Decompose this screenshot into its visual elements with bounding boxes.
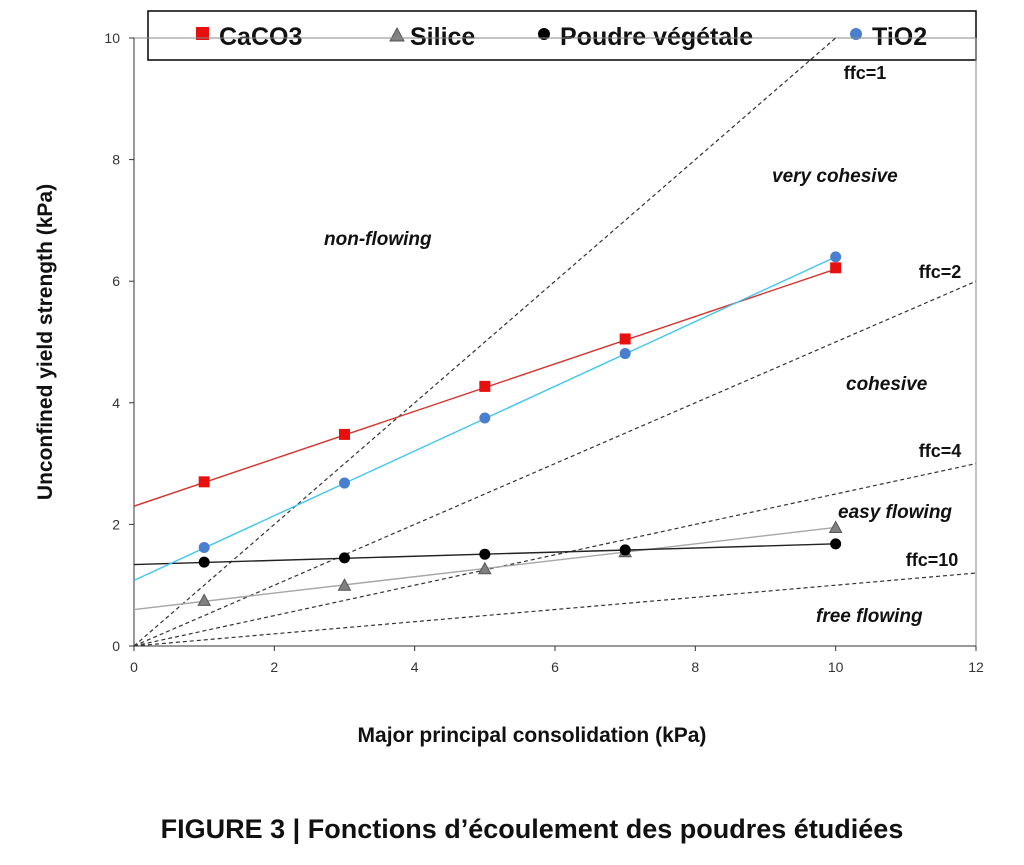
data-point-poudre-vegetale — [830, 538, 842, 550]
legend-marker-caco3 — [196, 27, 209, 40]
y-tick-label: 8 — [112, 152, 120, 168]
data-point-tio2 — [830, 251, 842, 263]
data-point-tio2 — [198, 542, 210, 554]
data-point-silice — [477, 561, 492, 575]
x-tick-label: 6 — [551, 659, 559, 675]
legend-label-silice: Silice — [410, 23, 475, 51]
data-point-caco3 — [339, 428, 350, 440]
region-easy-flowing: easy flowing — [838, 502, 952, 523]
y-ticks: 0 2 4 6 8 10 — [104, 30, 134, 654]
figure-caption: FIGURE 3 | Fonctions d’écoulement des po… — [161, 814, 904, 844]
legend-box — [147, 10, 977, 61]
legend-marker-tio2 — [850, 28, 862, 40]
region-cohesive: cohesive — [846, 374, 928, 395]
x-tick-label: 2 — [270, 659, 278, 675]
legend-label-caco3: CaCO3 — [219, 23, 302, 51]
data-point-tio2 — [339, 477, 350, 489]
region-very-cohesive: very cohesive — [772, 166, 898, 187]
y-tick-label: 0 — [112, 638, 120, 654]
data-markers — [197, 251, 843, 606]
region-free-flowing: free flowing — [816, 606, 923, 627]
x-tick-label: 10 — [828, 659, 844, 675]
y-tick-label: 4 — [112, 395, 120, 411]
reference-label-ffc-10: ffc=10 — [906, 550, 959, 570]
legend-label-poudre-vegetale: Poudre végétale — [560, 23, 753, 51]
x-axis-title: Major principal consolidation (kPa) — [358, 724, 707, 747]
data-point-poudre-vegetale — [198, 556, 210, 568]
y-tick-label: 6 — [112, 273, 120, 289]
legend: CaCO3 Silice Poudre végétale TiO2 — [147, 10, 977, 61]
data-point-silice — [197, 593, 212, 606]
legend-label-tio2: TiO2 — [872, 23, 927, 51]
x-ticks: 0 2 4 6 8 10 12 — [130, 646, 984, 675]
reference-line-ffc-4 — [134, 463, 976, 646]
reference-label-ffc-2: ffc=2 — [919, 262, 962, 282]
ffc-reference-lines — [134, 38, 976, 646]
y-axis-title: Unconfined yield strength (kPa) — [34, 184, 57, 500]
x-tick-label: 8 — [691, 659, 699, 675]
reference-label-ffc-1: ffc=1 — [844, 63, 887, 83]
data-point-tio2 — [619, 348, 631, 360]
reference-line-ffc-2 — [134, 280, 976, 646]
data-point-caco3 — [198, 476, 210, 488]
data-point-caco3 — [619, 333, 631, 345]
data-point-tio2 — [479, 412, 491, 424]
data-point-poudre-vegetale — [619, 544, 631, 556]
data-point-caco3 — [830, 262, 842, 274]
reference-line-ffc-1 — [134, 38, 837, 646]
region-non-flowing: non-flowing — [324, 229, 432, 250]
legend-marker-poudre-vegetale — [538, 28, 550, 40]
data-point-silice — [828, 520, 843, 533]
x-tick-label: 4 — [411, 659, 419, 675]
data-point-poudre-vegetale — [479, 548, 491, 560]
x-tick-label: 12 — [968, 659, 984, 675]
ffc-labels: ffc=1 ffc=2 ffc=4 ffc=10 — [844, 63, 962, 570]
y-tick-label: 2 — [112, 516, 120, 532]
x-tick-label: 0 — [130, 659, 138, 675]
data-point-caco3 — [479, 380, 491, 392]
reference-label-ffc-4: ffc=4 — [919, 441, 962, 461]
data-point-poudre-vegetale — [339, 552, 350, 564]
reference-line-ffc-10 — [134, 572, 976, 646]
y-tick-label: 10 — [104, 30, 120, 46]
data-point-silice — [337, 578, 352, 591]
